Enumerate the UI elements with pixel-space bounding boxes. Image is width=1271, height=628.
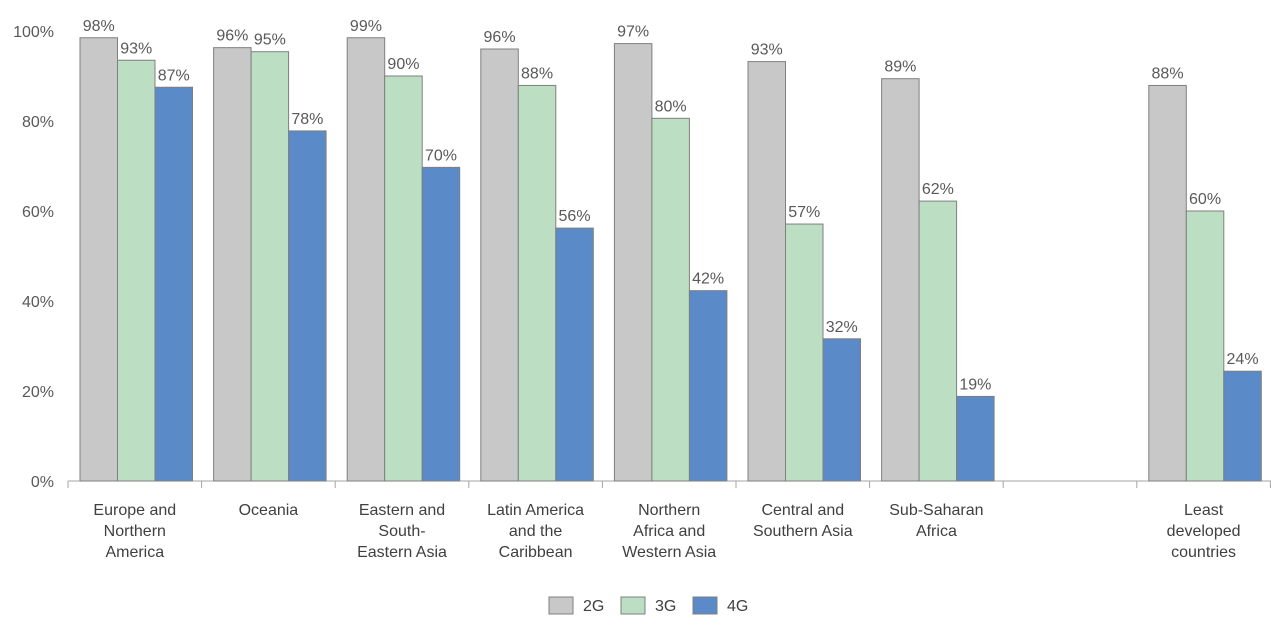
y-tick-label: 20% — [22, 384, 54, 401]
bar-2g — [881, 78, 920, 482]
data-label: 87% — [158, 67, 190, 84]
bar-4g — [822, 338, 861, 482]
y-tick-label: 80% — [22, 114, 54, 131]
category-label-line: and the — [509, 523, 562, 540]
category-label-line: Central and — [761, 502, 844, 519]
category-label-line: developed — [1167, 523, 1241, 540]
bar-3g — [250, 51, 290, 482]
category-label: Oceania — [239, 502, 299, 519]
category-label: Northern Africa and Western Asia — [622, 502, 716, 561]
category-label-line: Caribbean — [499, 544, 573, 561]
bar-4g — [956, 395, 995, 482]
data-label: 88% — [1152, 65, 1184, 82]
bar-4g — [154, 86, 193, 482]
data-label: 42% — [692, 271, 724, 288]
data-label: 19% — [959, 376, 991, 393]
bar-2g — [747, 61, 786, 482]
legend-label-2g: 2G — [583, 598, 604, 615]
category-label-line: South- — [378, 523, 425, 540]
bar-3g — [1185, 210, 1225, 482]
category-label: Europe and Northern America — [93, 502, 176, 561]
data-label: 93% — [120, 40, 152, 57]
category-label-line: Oceania — [239, 502, 299, 519]
bar-4g — [421, 166, 461, 482]
data-label: 56% — [559, 208, 591, 225]
data-label: 95% — [254, 32, 286, 49]
data-label: 99% — [350, 18, 382, 35]
category-label: Latin America and the Caribbean — [487, 502, 584, 561]
category-label-line: Africa — [916, 523, 957, 540]
data-label: 96% — [484, 29, 516, 46]
category-label-line: Northern — [638, 502, 700, 519]
data-label: 60% — [1189, 191, 1221, 208]
data-label: 78% — [291, 111, 323, 128]
bar-2g — [1148, 84, 1187, 482]
bar-4g — [288, 130, 327, 482]
category-label: Central and Southern Asia — [753, 502, 853, 540]
bar-2g — [79, 37, 118, 482]
data-label: 80% — [655, 98, 687, 115]
bar-2g — [613, 43, 653, 482]
category-label-line: Europe and — [93, 502, 176, 519]
category-label-line: Eastern and — [359, 502, 445, 519]
category-label: Eastern and South- Eastern Asia — [357, 502, 447, 561]
category-label-line: Eastern Asia — [357, 544, 447, 561]
category-label-line: Western Asia — [622, 544, 716, 561]
data-label: 97% — [617, 24, 649, 41]
bar-2g — [480, 48, 519, 482]
category-label-line: Africa and — [633, 523, 705, 540]
bar-3g — [117, 59, 156, 482]
category-label-line: America — [105, 544, 164, 561]
data-label: 96% — [216, 28, 248, 45]
legend: 2G 3G 4G — [548, 596, 748, 615]
bar-3g — [384, 75, 423, 482]
legend-swatch-2g — [548, 596, 574, 615]
category-label-line: Latin America — [487, 502, 584, 519]
bar-2g — [213, 47, 252, 482]
legend-label-3g: 3G — [655, 598, 676, 615]
y-tick-label: 40% — [22, 294, 54, 311]
bar-3g — [918, 200, 958, 482]
y-tick-label: 60% — [22, 204, 54, 221]
category-label-line: countries — [1171, 544, 1236, 561]
y-tick-label: 100% — [13, 24, 54, 41]
legend-label-4g: 4G — [727, 598, 748, 615]
data-label: 90% — [387, 56, 419, 73]
category-label-line: Northern — [104, 523, 166, 540]
category-label-line: Sub-Saharan — [889, 502, 983, 519]
category-label: Sub-Saharan Africa — [889, 502, 983, 540]
data-labels: 98% 93% 87% 96% 95% 78% 99% 90% 70% 96% 88% 56% 97% 8… — [83, 18, 1259, 394]
legend-swatch-3g — [620, 596, 646, 615]
data-label: 88% — [521, 65, 553, 82]
data-label: 93% — [751, 42, 783, 59]
bars — [79, 37, 1262, 482]
data-label: 32% — [826, 319, 858, 336]
data-label: 89% — [884, 59, 916, 76]
category-label-line: Least — [1184, 502, 1224, 519]
bar-2g — [346, 37, 386, 482]
data-label: 57% — [788, 204, 820, 221]
data-label: 98% — [83, 18, 115, 35]
data-label: 62% — [922, 181, 954, 198]
bar-3g — [651, 117, 690, 482]
data-label: 24% — [1227, 351, 1259, 368]
bar-4g — [688, 290, 728, 482]
y-axis: 0% 20% 40% 60% 80% 100% — [13, 24, 54, 491]
y-tick-label: 0% — [31, 474, 54, 491]
data-label: 70% — [425, 147, 457, 164]
bar-4g — [555, 227, 594, 482]
x-axis: Europe and Northern America Oceania Eastern … — [67, 480, 1271, 561]
category-label: Least developed countries — [1167, 502, 1241, 561]
bar-3g — [785, 223, 824, 482]
bar-3g — [517, 84, 557, 482]
category-label-line: Southern Asia — [753, 523, 853, 540]
legend-swatch-4g — [692, 596, 718, 615]
bar-4g — [1223, 370, 1262, 482]
